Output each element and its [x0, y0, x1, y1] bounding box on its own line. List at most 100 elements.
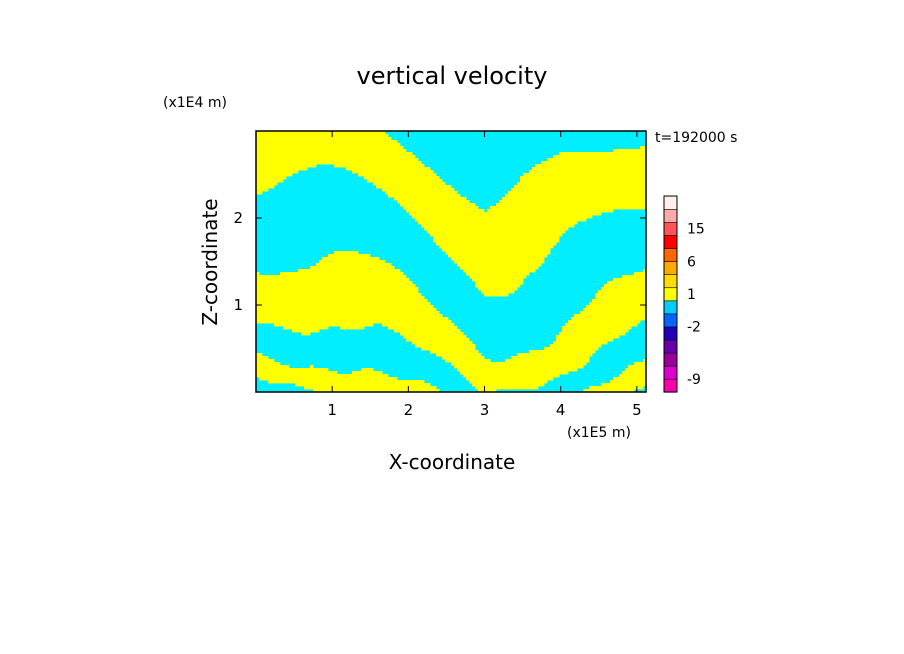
field-cell-positive — [445, 320, 449, 324]
field-cell-positive — [322, 386, 326, 390]
field-cell-positive — [562, 182, 566, 186]
field-cell-positive — [409, 386, 413, 390]
field-cell-positive — [574, 323, 578, 327]
field-cell-positive — [556, 335, 560, 339]
field-cell-positive — [490, 281, 494, 285]
field-cell-positive — [301, 323, 305, 327]
field-cell-positive — [601, 341, 605, 345]
field-cell-positive — [484, 269, 488, 273]
field-cell-positive — [286, 161, 290, 165]
field-cell-positive — [502, 284, 506, 288]
field-cell-positive — [565, 200, 569, 204]
field-cell-positive — [586, 161, 590, 165]
field-cell-positive — [277, 284, 281, 288]
field-cell-positive — [568, 224, 572, 228]
field-cell-positive — [520, 260, 524, 264]
field-cell-positive — [586, 164, 590, 168]
field-cell-positive — [532, 383, 536, 387]
field-cell-positive — [571, 200, 575, 204]
field-cell-positive — [469, 203, 473, 207]
field-cell-positive — [499, 374, 503, 378]
field-cell-positive — [550, 215, 554, 219]
field-cell-positive — [346, 278, 350, 282]
field-cell-positive — [589, 185, 593, 189]
field-cell-positive — [355, 311, 359, 315]
field-cell-positive — [496, 377, 500, 381]
field-cell-positive — [568, 368, 572, 372]
field-cell-positive — [535, 239, 539, 243]
field-cell-positive — [562, 338, 566, 342]
field-cell-positive — [463, 236, 467, 240]
field-cell-positive — [412, 212, 416, 216]
field-cell-positive — [439, 179, 443, 183]
field-cell-positive — [547, 173, 551, 177]
field-cell-positive — [280, 380, 284, 384]
field-cell-positive — [412, 326, 416, 330]
field-cell-positive — [307, 380, 311, 384]
field-cell-positive — [592, 185, 596, 189]
field-cell-positive — [445, 218, 449, 222]
field-cell-positive — [475, 242, 479, 246]
field-cell-positive — [316, 302, 320, 306]
field-cell-positive — [358, 137, 362, 141]
field-cell-positive — [529, 218, 533, 222]
field-cell-positive — [481, 236, 485, 240]
field-cell-positive — [529, 371, 533, 375]
field-cell-positive — [322, 302, 326, 306]
field-cell-positive — [403, 176, 407, 180]
field-cell-positive — [415, 218, 419, 222]
field-cell-positive — [517, 359, 521, 363]
field-cell-positive — [493, 263, 497, 267]
field-cell-positive — [502, 377, 506, 381]
field-cell-positive — [466, 356, 470, 360]
field-cell-positive — [334, 155, 338, 159]
field-cell-positive — [490, 287, 494, 291]
field-cell-positive — [334, 152, 338, 156]
field-cell-positive — [379, 146, 383, 150]
field-cell-positive — [439, 206, 443, 210]
field-cell-positive — [589, 341, 593, 345]
field-cell-positive — [331, 386, 335, 390]
field-cell-positive — [397, 308, 401, 312]
field-cell-positive — [601, 317, 605, 321]
field-cell-positive — [352, 380, 356, 384]
field-cell-positive — [295, 326, 299, 330]
field-cell-positive — [259, 278, 263, 282]
field-cell-positive — [391, 305, 395, 309]
field-cell-positive — [427, 167, 431, 171]
field-cell-positive — [499, 239, 503, 243]
field-cell-positive — [283, 287, 287, 291]
field-cell-positive — [511, 284, 515, 288]
field-cell-positive — [457, 194, 461, 198]
field-cell-positive — [364, 137, 368, 141]
field-cell-positive — [292, 311, 296, 315]
field-cell-positive — [283, 299, 287, 303]
field-cell-positive — [337, 293, 341, 297]
field-cell-positive — [361, 383, 365, 387]
field-cell-positive — [304, 308, 308, 312]
field-cell-positive — [478, 242, 482, 246]
field-cell-positive — [406, 164, 410, 168]
field-cell-positive — [295, 152, 299, 156]
field-cell-positive — [583, 362, 587, 366]
field-cell-positive — [298, 377, 302, 381]
field-cell-positive — [574, 167, 578, 171]
field-cell-positive — [268, 149, 272, 153]
field-cell-positive — [355, 386, 359, 390]
field-cell-positive — [283, 140, 287, 144]
field-cell-positive — [481, 389, 485, 392]
field-cell-positive — [295, 287, 299, 291]
field-cell-positive — [349, 149, 353, 153]
field-cell-positive — [583, 197, 587, 201]
field-cell-positive — [328, 146, 332, 150]
field-cell-positive — [352, 167, 356, 171]
field-cell-positive — [553, 374, 557, 378]
field-cell-positive — [604, 311, 608, 315]
field-cell-positive — [430, 350, 434, 354]
field-cell-positive — [502, 230, 506, 234]
field-cell-positive — [598, 335, 602, 339]
field-cell-positive — [580, 194, 584, 198]
field-cell-positive — [268, 167, 272, 171]
field-cell-positive — [514, 239, 518, 243]
field-cell-positive — [340, 311, 344, 315]
